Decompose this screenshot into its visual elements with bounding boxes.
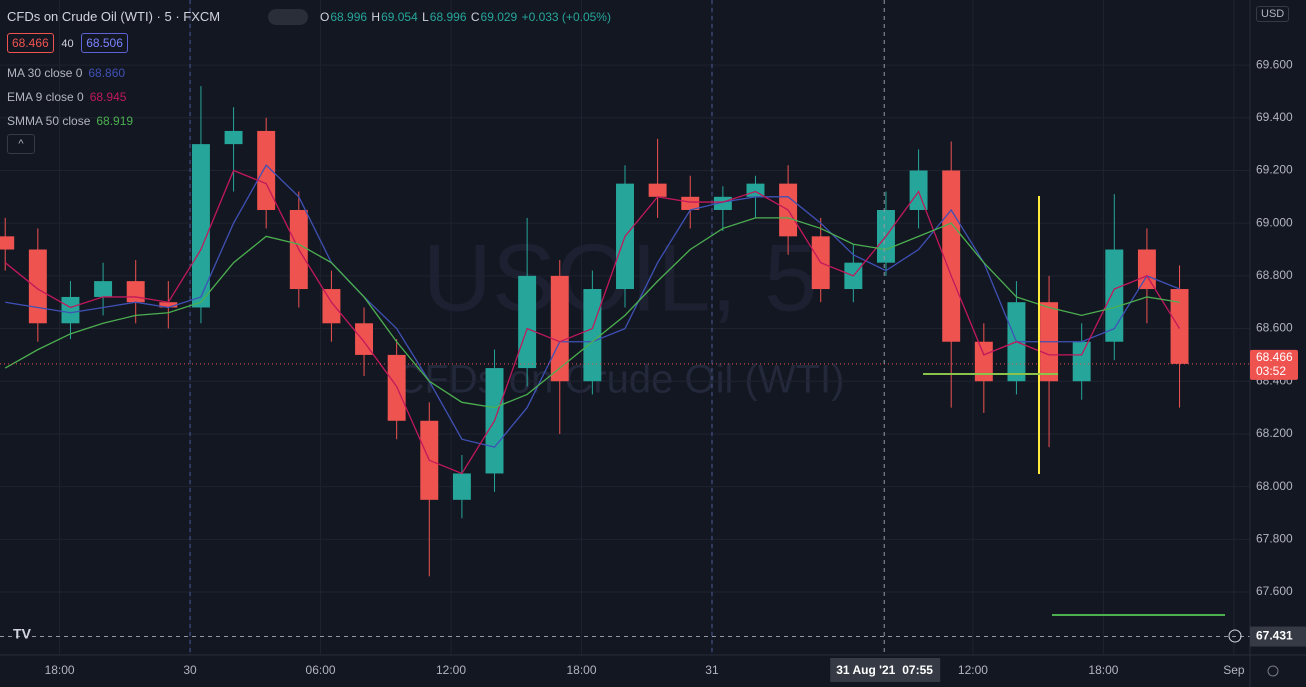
candle-body — [159, 302, 178, 308]
x-tick-label: 06:00 — [306, 663, 336, 677]
candle-body — [28, 249, 47, 324]
y-tick-label: 67.800 — [1256, 532, 1293, 546]
crosshair-price-badge — [1250, 626, 1306, 647]
candle-body — [942, 170, 961, 342]
high: 69.054 — [381, 10, 418, 24]
indicator[interactable]: MA 30 close 0 68.860 — [7, 66, 125, 80]
spread: 40 — [61, 38, 74, 50]
y-tick-label: 69.600 — [1256, 57, 1293, 71]
candle-body — [909, 170, 928, 210]
low: 68.996 — [429, 10, 467, 24]
candle-body — [224, 130, 243, 145]
bid-ask: 68.466 40 68.506 — [7, 33, 128, 53]
collapse-button[interactable]: ^ — [7, 134, 35, 154]
indicator[interactable]: EMA 9 close 0 68.945 — [7, 90, 126, 104]
x-tick-label: 12:00 — [958, 663, 988, 677]
indicator-name: SMMA 50 close — [7, 114, 91, 128]
x-tick-label: 12:00 — [436, 663, 466, 677]
indicator-value: 68.945 — [89, 90, 127, 104]
candle-body — [1105, 249, 1124, 342]
candle-body — [974, 341, 993, 382]
candle-body — [322, 289, 341, 324]
indicator-value: 68.919 — [96, 114, 134, 128]
currency[interactable]: USD — [1256, 6, 1290, 22]
candle-body — [1137, 249, 1156, 290]
settings-button[interactable] — [1267, 665, 1279, 677]
indicator-name: EMA 9 close 0 — [7, 90, 84, 104]
candle-body — [583, 289, 602, 382]
x-tick-label: Sep — [1223, 663, 1245, 677]
last-price-label: 68.466 — [1256, 350, 1293, 364]
candle-body — [257, 130, 276, 210]
y-tick-label: 68.800 — [1256, 268, 1293, 282]
x-tick-label: 18:00 — [45, 663, 75, 677]
candle-body — [518, 275, 537, 369]
candle-body — [126, 281, 145, 303]
status-pill[interactable] — [268, 9, 308, 25]
candle-body — [452, 473, 471, 500]
exchange: FXCM — [183, 9, 221, 24]
candle-body — [1170, 289, 1189, 364]
candle-body — [94, 281, 113, 297]
candle-body — [61, 296, 80, 324]
ask[interactable]: 68.506 — [81, 33, 128, 53]
x-tick-label: 18:00 — [1088, 663, 1118, 677]
candle-body — [550, 275, 569, 382]
indicator-line — [4, 169, 1181, 475]
y-tick-label: 69.200 — [1256, 163, 1293, 177]
y-tick-label: 68.200 — [1256, 426, 1293, 440]
candle-body — [0, 236, 15, 250]
y-tick-label: 68.000 — [1256, 479, 1293, 493]
axes: 67.60067.80068.00068.20068.40068.60068.8… — [45, 57, 1306, 682]
candle-body — [681, 196, 700, 210]
x-tick-label: 30 — [183, 663, 197, 677]
interval: 5 — [164, 9, 172, 24]
logo: TV — [13, 626, 32, 642]
x-tick-label: 31 — [705, 663, 719, 677]
crosshair-price-label: 67.431 — [1256, 629, 1293, 643]
candle-body — [1072, 341, 1091, 382]
crosshair-date-label: 31 Aug '21 — [836, 663, 895, 677]
indicator-line — [4, 217, 1180, 409]
add-button[interactable] — [1228, 629, 1242, 643]
last-price-badge — [1250, 349, 1298, 380]
crosshair-time-label: 07:55 — [902, 663, 933, 677]
bid[interactable]: 68.466 — [7, 33, 54, 53]
symbol-title: CFDs on Crude Oil (WTI) · 5 · FXCM — [7, 9, 221, 24]
change: +0.033 (+0.05%) — [521, 10, 611, 24]
y-tick-label: 67.600 — [1256, 584, 1293, 598]
candle-body — [191, 144, 210, 308]
crosshair-time-badge — [830, 658, 941, 682]
y-tick-label: 69.400 — [1256, 110, 1293, 124]
countdown-label: 03:52 — [1256, 364, 1286, 378]
y-tick-label: 69.000 — [1256, 215, 1293, 229]
indicator-name: MA 30 close 0 — [7, 66, 83, 80]
x-tick-label: 18:00 — [566, 663, 596, 677]
indicator-value: 68.860 — [88, 66, 126, 80]
close: 69.029 — [480, 10, 518, 24]
indicator[interactable]: SMMA 50 close 68.919 — [7, 114, 133, 128]
watermark-description: CFDs on Crude Oil (WTI) — [396, 358, 845, 402]
candle-body — [648, 183, 667, 197]
symbol: CFDs on Crude Oil (WTI) — [7, 9, 153, 24]
open: 68.996 — [330, 10, 368, 24]
ohlc: O68.996 H69.054 L68.996 C69.029 +0.033 (… — [320, 10, 611, 24]
y-tick-label: 68.600 — [1256, 321, 1293, 335]
plot — [0, 0, 1250, 655]
